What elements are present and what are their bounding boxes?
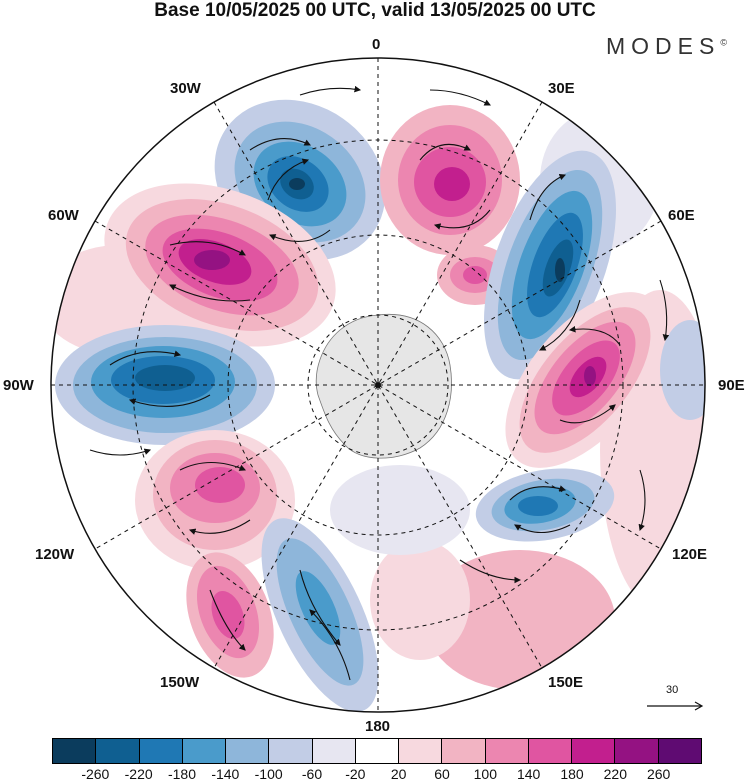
- brand-mark: ©: [720, 37, 727, 48]
- anomaly-neg-170w: [261, 518, 379, 712]
- wind-vector: [169, 284, 251, 302]
- reference-arrow-icon: [647, 701, 704, 711]
- colorbar-tick-label: -60: [301, 766, 323, 782]
- colorbar-tick-label: 220: [603, 766, 628, 782]
- lon-label-90e: 90E: [718, 377, 745, 394]
- wind-vector: [209, 589, 246, 651]
- wind-vector: [89, 448, 152, 456]
- lon-label-30w: 30W: [170, 80, 201, 97]
- wind-vector: [179, 462, 247, 471]
- anomaly-neg-110e: [475, 468, 615, 542]
- anomaly-pos-145w: [186, 552, 274, 678]
- anomaly-pos-15e: [380, 105, 520, 255]
- modes-logo: MODES©: [606, 33, 727, 60]
- colorbar-tick-label: 100: [473, 766, 498, 782]
- wind-vector: [433, 209, 491, 230]
- colorbar-swatch: [442, 739, 486, 763]
- colorbar-swatch: [528, 739, 573, 763]
- wind-vector: [299, 569, 341, 646]
- lon-label-150w: 150W: [160, 674, 200, 691]
- wind-vector: [267, 158, 310, 201]
- south-pole-marker: [375, 382, 381, 388]
- chart-title: Base 10/05/2025 00 UTC, valid 13/05/2025…: [154, 0, 596, 21]
- wind-vector: [659, 279, 670, 342]
- wind-vector: [309, 609, 351, 681]
- wind-vector: [419, 143, 471, 161]
- wind-vector: [109, 350, 182, 366]
- colorbar-tick-label: -180: [167, 766, 197, 782]
- colorbar-tick-label: -260: [81, 766, 110, 782]
- brand-name: MODES: [606, 33, 721, 59]
- wind-vectors: [89, 85, 670, 681]
- wind-vector: [459, 559, 522, 584]
- wind-vector: [514, 524, 571, 534]
- lon-label-90w: 90W: [3, 377, 34, 394]
- colorbar-swatch: [96, 739, 140, 763]
- anomaly-pos-55w: [104, 183, 336, 347]
- colorbar-swatch: [269, 739, 313, 763]
- colorbar-swatch: [139, 739, 183, 763]
- colorbar-swatch: [485, 739, 529, 763]
- colorbar-tick-label: -20: [345, 766, 366, 782]
- colorbar: [52, 738, 702, 764]
- wind-vector: [268, 229, 331, 242]
- colorbar-swatch: [399, 739, 443, 763]
- wind-vector: [249, 138, 311, 151]
- colorbar-tick-label: -220: [124, 766, 153, 782]
- antarctica: [315, 313, 452, 459]
- colorbar-tick-label: 60: [434, 766, 450, 782]
- colorbar-tick-label: 20: [390, 766, 407, 782]
- reference-vector-label: 30: [666, 684, 679, 696]
- lon-label-0: 0: [372, 36, 381, 53]
- lon-label-60w: 60W: [48, 207, 79, 224]
- colorbar-tick-label: -140: [211, 766, 240, 782]
- lon-label-30e: 30E: [548, 80, 575, 97]
- reference-vector: 30: [646, 684, 704, 714]
- colorbar-ticks: -260 -220 -180 -140 -100 -60 -20 20 60 100 140 180 2…: [52, 766, 702, 783]
- wind-vector: [429, 89, 491, 106]
- anomaly-pos-85e: [505, 292, 665, 468]
- colorbar-tick-label: 260: [646, 766, 671, 782]
- lon-label-150e: 150E: [548, 674, 584, 691]
- anomaly-neg-region: [330, 465, 470, 555]
- colorbar-swatch: [658, 739, 701, 763]
- wind-vector: [169, 241, 246, 256]
- lon-label-120w: 120W: [35, 546, 75, 563]
- colorbar-tick-label: -100: [254, 766, 283, 782]
- colorbar-swatch: [53, 739, 97, 763]
- colorbar-swatch: [615, 739, 659, 763]
- lon-label-180: 180: [365, 718, 391, 735]
- wind-vector: [299, 85, 362, 96]
- colorbar-tick-label: 140: [516, 766, 541, 782]
- wind-vector: [188, 519, 251, 535]
- wind-vector: [539, 299, 581, 351]
- colorbar-swatch: [312, 739, 356, 763]
- anomaly-pos-region: [370, 540, 470, 660]
- wind-vector: [128, 394, 211, 407]
- wind-vector: [529, 173, 567, 221]
- wind-vector: [509, 485, 567, 501]
- colorbar-tick-label: 180: [560, 766, 584, 782]
- wind-vector: [638, 469, 646, 532]
- lon-label-120e: 120E: [672, 546, 708, 563]
- colorbar-swatch: [182, 739, 227, 763]
- colorbar-swatch: [355, 739, 400, 763]
- wind-vector: [559, 404, 616, 424]
- anomaly-neg-region: [660, 320, 705, 420]
- lon-label-60e: 60E: [668, 207, 695, 224]
- colorbar-swatch: [572, 739, 616, 763]
- map-border: [50, 57, 706, 713]
- wind-vector: [568, 325, 621, 346]
- anomaly-field: [51, 58, 705, 712]
- graticule: [51, 58, 705, 712]
- colorbar-swatch: [226, 739, 270, 763]
